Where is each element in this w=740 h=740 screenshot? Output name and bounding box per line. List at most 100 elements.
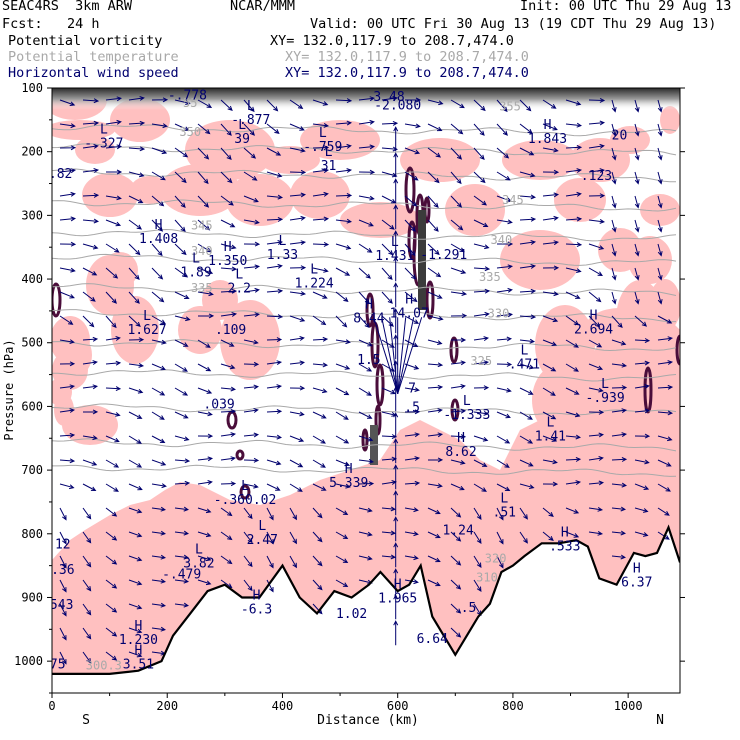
wind-vector	[266, 99, 279, 112]
wind-vector	[105, 411, 121, 417]
wind-vector	[393, 360, 399, 386]
wind-vector	[197, 480, 213, 485]
pv-extremum-marker: L	[100, 122, 108, 137]
wind-vector	[59, 531, 67, 545]
wind-vector	[358, 531, 373, 537]
pv-extremum-marker: L	[521, 343, 529, 358]
pv-extremum-value: -.939	[586, 391, 625, 406]
wind-vector	[128, 195, 144, 204]
wind-vector	[105, 315, 117, 329]
wind-vector	[565, 242, 583, 248]
wind-vector	[151, 219, 164, 232]
y-tick-label: 200	[21, 145, 43, 159]
wind-vector	[220, 481, 237, 487]
wind-vector	[312, 435, 326, 444]
wind-vector	[358, 411, 373, 419]
wind-vector	[611, 362, 628, 368]
wind-vector	[243, 531, 253, 544]
wind-vector	[59, 315, 74, 325]
wind-vector	[197, 531, 212, 538]
wind-vector	[151, 195, 165, 207]
wind-vector	[404, 480, 421, 486]
pv-high-contour	[404, 166, 416, 214]
wind-vector	[381, 267, 393, 281]
wind-vector	[59, 603, 67, 617]
pv-high-contour	[450, 398, 460, 422]
wind-vector	[393, 282, 399, 308]
wind-vector	[404, 432, 421, 438]
pv-extremum-value: 1.89	[180, 266, 211, 281]
wind-vector	[611, 267, 617, 281]
wind-vector	[496, 483, 511, 492]
wind-vector	[243, 408, 259, 413]
wind-vector	[427, 384, 444, 390]
pv-extremum-value: 3.82	[183, 557, 214, 572]
wind-vector	[289, 385, 306, 391]
wind-vector	[174, 554, 189, 560]
y-tick-label: 400	[21, 272, 43, 286]
pv-extremum-value: 1.33	[267, 248, 298, 263]
wind-vector	[312, 168, 329, 174]
wind-vector	[358, 481, 375, 487]
wind-vector	[588, 409, 605, 415]
wind-vector	[473, 360, 489, 366]
wind-vector	[197, 171, 209, 185]
wind-vector	[289, 291, 307, 296]
wind-vector	[450, 267, 467, 274]
pv-shading-blob	[260, 146, 320, 174]
wind-vector	[151, 626, 166, 632]
wind-vector	[519, 531, 528, 544]
pv-extremum-marker: H	[633, 562, 641, 577]
wind-vector	[197, 363, 212, 372]
pv-extremum-marker: L	[238, 118, 246, 133]
wind-vector	[220, 171, 233, 184]
wind-vector	[427, 291, 443, 299]
wind-vector	[519, 411, 533, 420]
wind-vector	[335, 339, 351, 345]
wind-vector	[312, 579, 323, 591]
wind-vector	[335, 411, 349, 420]
wind-vector	[266, 288, 284, 294]
wind-vector	[393, 230, 399, 256]
wind-vector	[128, 146, 146, 152]
wind-vector	[657, 147, 663, 161]
pv-extremum-value: -.360.02	[214, 493, 277, 508]
south-label: S	[82, 713, 90, 728]
wind-vector	[404, 531, 419, 537]
wind-vector	[335, 387, 350, 396]
wind-vector	[404, 219, 416, 232]
wind-vector	[220, 243, 237, 250]
wind-vector	[519, 147, 535, 156]
wind-vector	[381, 387, 396, 395]
pv-extremum-value: 1.224	[295, 276, 334, 291]
theta-label: 355	[499, 99, 521, 113]
wind-vector	[450, 627, 462, 638]
wind-vector	[496, 287, 513, 293]
wind-vector	[197, 411, 213, 417]
wind-vector	[220, 363, 236, 370]
wind-vector	[450, 603, 462, 614]
pv-extremum-value: .533	[549, 539, 580, 554]
pv-high-contour	[425, 280, 435, 320]
wind-vector	[404, 123, 421, 129]
wind-vector	[634, 408, 650, 414]
wind-vector	[657, 384, 674, 390]
wind-vector	[197, 507, 212, 514]
pv-extremum-value: .123	[581, 169, 612, 184]
wind-vector	[335, 363, 351, 370]
theta-label: 345	[502, 193, 524, 207]
pv-extremum-value: 14.07	[390, 306, 429, 321]
wind-vector	[243, 457, 260, 463]
wind-vector	[542, 387, 556, 396]
wind-vector	[473, 410, 490, 416]
x-tick-label: 800	[502, 699, 524, 713]
wind-vector	[289, 360, 305, 366]
wind-vector	[174, 195, 186, 209]
wind-vector	[611, 506, 626, 512]
wind-vector	[59, 267, 76, 273]
wind-vector	[197, 387, 213, 394]
wind-vector	[82, 409, 99, 415]
pv-extremum-value: 2.47	[247, 533, 278, 548]
wind-vector	[519, 288, 537, 294]
wind-vector	[105, 531, 118, 541]
